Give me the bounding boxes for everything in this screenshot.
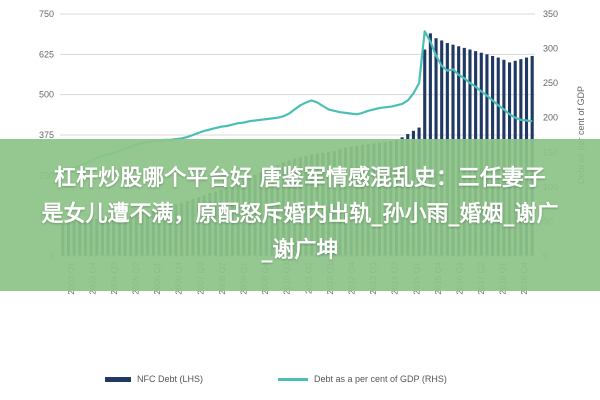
- legend: NFC Debt (LHS) Debt as a per cent of GDP…: [0, 368, 600, 392]
- banner-line-1: 杠杆炒股哪个平台好 唐鉴军情感混乱史：三任妻子: [54, 166, 546, 191]
- left-tick-label: 750: [39, 9, 54, 19]
- left-tick-label: 375: [39, 130, 54, 140]
- left-tick-label: 625: [39, 49, 54, 59]
- legend-swatch-bar: [105, 376, 131, 382]
- left-tick-label: 500: [39, 90, 54, 100]
- legend-item-debt-gdp: Debt as a per cent of GDP (RHS): [278, 374, 447, 384]
- right-axis-label: Debt as per cent of GDP: [576, 86, 586, 184]
- legend-swatch-line: [278, 377, 308, 381]
- legend-label-debt-gdp: Debt as a per cent of GDP (RHS): [314, 374, 447, 384]
- legend-item-nfc-debt: NFC Debt (LHS): [105, 374, 203, 384]
- overlay-banner: 杠杆炒股哪个平台好 唐鉴军情感混乱史：三任妻子 是女儿遭不满，原配怒斥婚内出轨_…: [0, 139, 600, 291]
- right-tick-label: 250: [543, 78, 558, 88]
- right-tick-label: 300: [543, 44, 558, 54]
- banner-line-3: _谢广坤: [261, 238, 339, 263]
- right-tick-label: 200: [543, 113, 558, 123]
- legend-label-nfc-debt: NFC Debt (LHS): [137, 374, 204, 384]
- banner-line-2: 是女儿遭不满，原配怒斥婚内出轨_孙小雨_婚姻_谢广: [41, 202, 559, 227]
- right-tick-label: 350: [543, 9, 558, 19]
